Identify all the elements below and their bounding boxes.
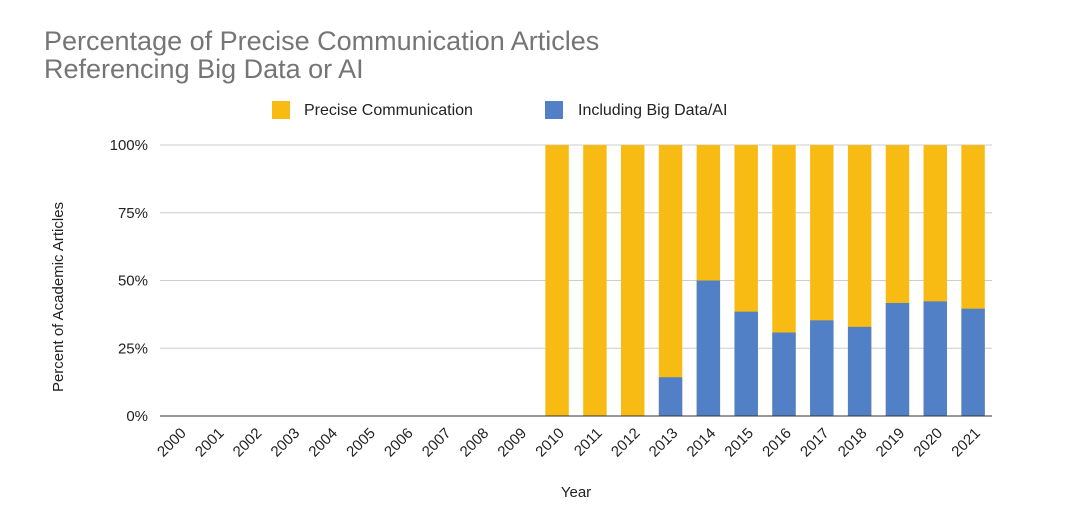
x-tick-label: 2014 <box>684 425 720 461</box>
bar-precise-communication-2010 <box>545 145 569 416</box>
x-axis-ticks: 2000 2001 2002 2003 2004 2005 2006 2007 2008 2009… <box>154 425 984 461</box>
chart-title: Percentage of Precise Communication Arti… <box>44 26 599 84</box>
y-axis-label: Percent of Academic Articles <box>50 202 67 392</box>
x-tick-label: 2011 <box>571 425 606 460</box>
bar-including-big-data-ai-2020 <box>923 301 947 416</box>
legend-swatch-including-big-data-ai <box>545 101 563 119</box>
bar-precise-communication-2011 <box>583 145 607 416</box>
legend-label-precise-communication: Precise Communication <box>304 102 473 119</box>
x-tick-label: 2007 <box>419 425 455 461</box>
x-tick-label: 2002 <box>230 425 266 461</box>
bar-including-big-data-ai-2016 <box>772 332 796 416</box>
bar-including-big-data-ai-2013 <box>658 377 683 416</box>
bar-including-big-data-ai-2021 <box>961 308 985 416</box>
x-tick-label: 2001 <box>192 425 228 461</box>
x-tick-label: 2012 <box>608 425 644 461</box>
x-tick-label: 2017 <box>797 425 833 461</box>
x-tick-label: 2021 <box>948 425 984 461</box>
legend-label-including-big-data-ai: Including Big Data/AI <box>578 102 727 119</box>
bar-including-big-data-ai-2015 <box>734 311 758 416</box>
y-tick-label: 75% <box>118 205 148 222</box>
bar-including-big-data-ai-2014 <box>696 280 721 416</box>
x-tick-label: 2016 <box>759 425 795 461</box>
bar-precise-communication-2013 <box>658 145 683 416</box>
x-tick-label: 2015 <box>721 425 757 461</box>
bar-including-big-data-ai-2018 <box>847 326 872 416</box>
x-tick-label: 2019 <box>873 425 909 461</box>
chart-title-line-1: Percentage of Precise Communication Arti… <box>44 26 599 56</box>
y-tick-label: 25% <box>118 340 148 357</box>
x-tick-label: 2005 <box>343 425 379 461</box>
x-tick-label: 2008 <box>457 425 493 461</box>
x-tick-label: 2004 <box>305 425 341 461</box>
legend-swatch-precise-communication <box>272 101 290 119</box>
bar-including-big-data-ai-2019 <box>885 302 910 416</box>
x-tick-label: 2009 <box>494 425 530 461</box>
x-tick-label: 2010 <box>532 425 568 461</box>
chart-title-line-2: Referencing Big Data or AI <box>44 54 364 84</box>
x-axis-label: Year <box>561 484 591 501</box>
x-tick-label: 2018 <box>835 425 871 461</box>
bar-including-big-data-ai-2017 <box>810 320 834 416</box>
x-tick-label: 2003 <box>268 425 304 461</box>
y-axis-ticks: 0% 25% 50% 75% 100% <box>110 137 148 425</box>
bars <box>545 145 985 416</box>
x-tick-label: 2006 <box>381 425 417 461</box>
y-tick-label: 0% <box>126 408 148 425</box>
x-tick-label: 2020 <box>910 425 946 461</box>
bar-precise-communication-2012 <box>621 145 645 416</box>
y-tick-label: 50% <box>118 273 148 290</box>
y-tick-label: 100% <box>110 137 148 154</box>
legend: Precise Communication Including Big Data… <box>272 101 727 119</box>
x-tick-label: 2000 <box>154 425 190 461</box>
x-tick-label: 2013 <box>646 425 682 461</box>
